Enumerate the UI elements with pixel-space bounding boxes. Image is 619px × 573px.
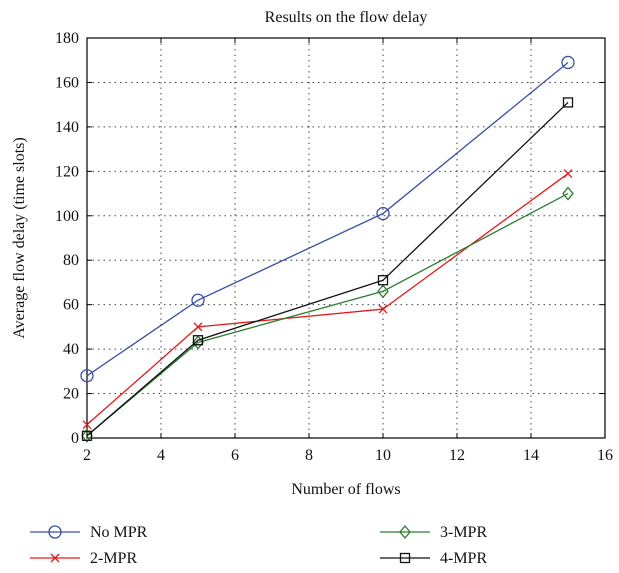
series-line-4-mpr: [86, 101, 569, 437]
data-point-4-mpr: [377, 275, 389, 286]
data-point-2-mpr: [193, 322, 203, 332]
y-tick-label: 140: [55, 119, 79, 136]
y-axis-title: Average flow delay (time slots): [11, 137, 28, 338]
data-point-4-mpr: [562, 97, 574, 108]
data-point-no-mpr: [80, 369, 94, 383]
x-tick-label: 8: [305, 447, 313, 464]
x-tick-label: 10: [375, 447, 391, 464]
grid: [87, 38, 605, 438]
data-point-3-mpr: [81, 428, 93, 443]
legend-item-4-mpr: 4-MPR: [380, 550, 487, 567]
y-tick-label: 40: [63, 341, 79, 358]
plot-frame: [86, 37, 606, 439]
data-point-no-mpr: [376, 206, 390, 221]
legend-marker: [50, 553, 60, 563]
y-tick-label: 60: [63, 297, 79, 314]
data-point-3-mpr: [377, 284, 389, 299]
data-point-3-mpr: [192, 335, 204, 350]
data-point-2-mpr: [82, 420, 92, 430]
x-tick-label: 16: [597, 447, 613, 464]
series-line-2-mpr: [86, 173, 569, 426]
legend-label: No MPR: [90, 524, 148, 541]
y-tick-label: 80: [63, 252, 79, 269]
legend-marker: [399, 524, 411, 540]
x-axis-title: Number of flows: [291, 481, 400, 498]
legend: No MPR 2-MPR 3-MPR 4-MPR: [30, 524, 487, 567]
series-line-no-mpr: [86, 61, 569, 377]
legend-marker: [48, 525, 62, 539]
y-tick-label: 180: [55, 30, 79, 47]
x-tick-label: 2: [83, 447, 91, 464]
legend-label: 4-MPR: [440, 550, 487, 567]
y-tick-label: 120: [55, 163, 79, 180]
data-point-2-mpr: [378, 304, 388, 314]
data-point-2-mpr: [563, 169, 573, 179]
y-tick-label: 100: [55, 208, 79, 225]
series-line-3-mpr: [86, 192, 569, 437]
chart-title: Results on the flow delay: [265, 9, 428, 26]
x-tick-label: 14: [523, 447, 539, 464]
data-point-no-mpr: [191, 293, 205, 307]
legend-label: 2-MPR: [90, 550, 137, 567]
x-tick-label: 6: [231, 447, 239, 464]
data-point-no-mpr: [561, 55, 575, 70]
data-point-3-mpr: [562, 186, 574, 201]
x-tick-label: 12: [449, 447, 465, 464]
legend-item-3-mpr: 3-MPR: [380, 524, 487, 541]
y-tick-label: 0: [71, 430, 79, 447]
data-point-4-mpr: [81, 430, 93, 441]
y-tick-label: 160: [55, 74, 79, 91]
legend-item-no-mpr: No MPR: [30, 524, 148, 541]
series-lines: [80, 55, 575, 443]
legend-item-2-mpr: 2-MPR: [30, 550, 137, 567]
data-point-4-mpr: [192, 335, 204, 346]
x-tick-label: 4: [157, 447, 165, 464]
legend-label: 3-MPR: [440, 524, 487, 541]
legend-marker: [399, 552, 411, 564]
y-tick-label: 20: [63, 386, 79, 403]
